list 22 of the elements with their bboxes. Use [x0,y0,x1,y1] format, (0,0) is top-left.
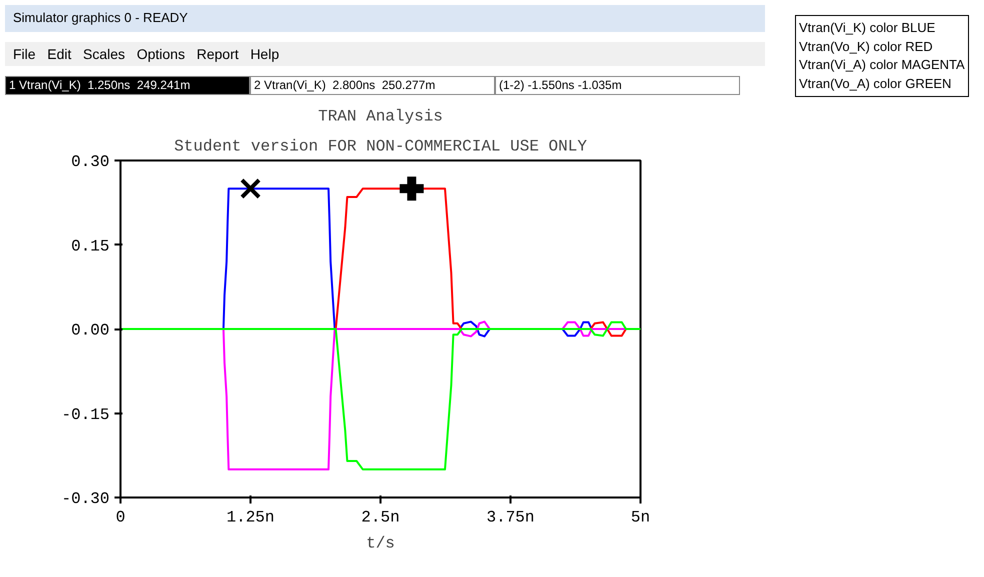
y-tick-label: 0.30 [71,152,110,171]
y-tick-label: -0.15 [61,405,110,424]
text: 1 Vtran(Vi_K) 1.250ns 249.241m [5,76,250,95]
x-tick-label: 0 [116,508,126,526]
text: (1-2) -1.550ns -1.035m [495,76,740,95]
chart-title: TRAN Analysis [318,107,443,126]
text: File Edit Scales Options Report Help [5,42,765,66]
text: 2 Vtran(Vi_K) 2.800ns 250.277m [250,76,495,95]
x-axis-title: t/s [366,534,395,552]
x-tick-label: 5n [630,508,650,526]
y-tick-label: -0.30 [61,490,110,508]
x-tick-label: 1.25n [226,508,275,526]
text: Vtran(Vi_A) color MAGENTA [799,57,965,72]
text: Vtran(Vi_K) color BLUE [799,20,936,35]
chart-subtitle: Student version FOR NON-COMMERCIAL USE ONLY [174,137,588,156]
y-tick-label: 0.15 [71,236,110,255]
text: Simulator graphics 0 - READY [5,5,765,32]
text: Vtran(Vo_A) color GREEN [799,76,952,91]
x-tick-label: 2.5n [361,508,400,526]
x-tick-label: 3.75n [486,508,535,526]
y-tick-label: 0.00 [71,321,110,340]
text: Vtran(Vo_K) color RED [799,38,933,54]
